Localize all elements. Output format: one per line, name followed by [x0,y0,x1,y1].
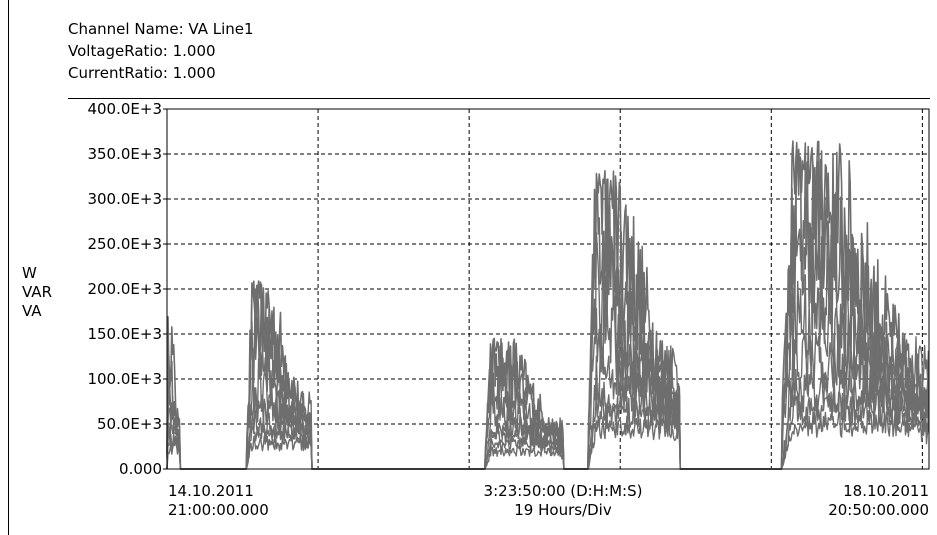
channel-name: Channel Name: VA Line1 [68,20,254,38]
y-tick-label: 400.0E+3 [87,100,162,118]
y-tick-label: 250.0E+3 [87,235,162,253]
x-end-time: 20:50:00.000 [828,501,929,519]
x-end-label: 18.10.2011 20:50:00.000 [828,482,929,520]
y-axis-label: W VAR VA [22,264,52,321]
header-divider [68,98,930,99]
y-tick-label: 200.0E+3 [87,280,162,298]
frame-left-border [8,0,9,535]
current-ratio: CurrentRatio: 1.000 [68,64,216,82]
series-line [166,331,930,470]
y-tick-label: 150.0E+3 [87,325,162,343]
channel-info: Channel Name: VA Line1 VoltageRatio: 1.0… [68,18,254,84]
y-tick-label: 100.0E+3 [87,370,162,388]
y-tick-label: 0.000 [119,460,162,478]
plot-border [166,108,930,470]
y-tick-label: 50.0E+3 [97,415,162,433]
series-line [166,410,930,470]
voltage-ratio: VoltageRatio: 1.000 [68,42,216,60]
series-line [166,388,930,470]
y-tick-label: 350.0E+3 [87,145,162,163]
chart-y-ticks: 0.000 50.0E+3 100.0E+3 150.0E+3 200.0E+3 250.… [87,100,167,478]
x-end-date: 18.10.2011 [843,482,929,500]
y-axis-label-var: VAR [22,283,52,301]
x-start-label: 14.10.2011 21:00:00.000 [168,482,269,520]
x-start-time: 21:00:00.000 [168,501,269,519]
x-span: 3:23:50:00 (D:H:M:S) [483,482,643,500]
x-division: 19 Hours/Div [514,501,612,519]
y-axis-label-va: VA [22,302,42,320]
x-span-label: 3:23:50:00 (D:H:M:S) 19 Hours/Div [445,482,681,520]
y-tick-label: 300.0E+3 [87,190,162,208]
x-start-date: 14.10.2011 [168,482,254,500]
y-axis-label-w: W [22,264,37,282]
chart-series [166,140,930,470]
